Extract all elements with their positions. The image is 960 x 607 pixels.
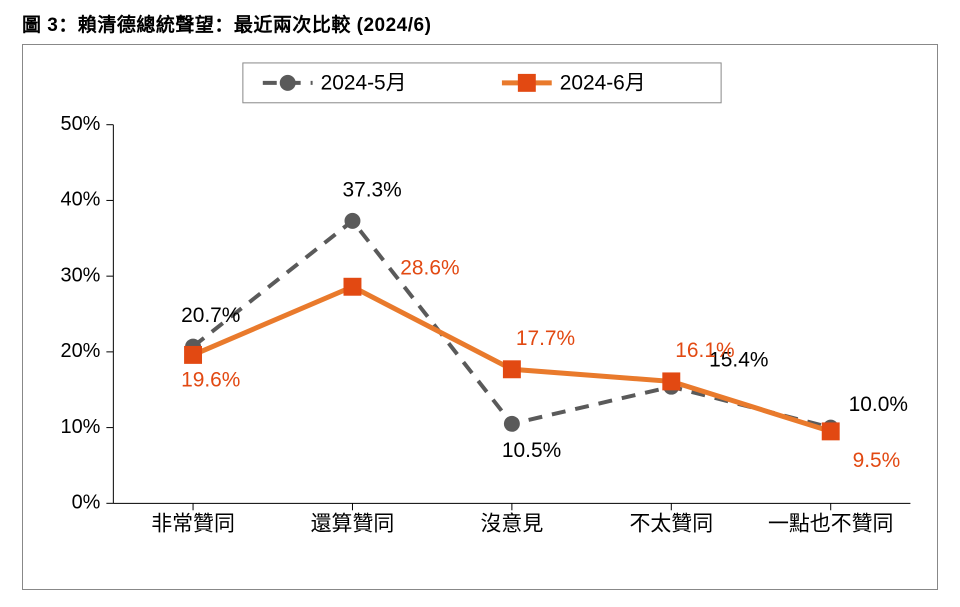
chart-title: 圖 3：賴清德總統聲望：最近兩次比較 (2024/6): [22, 10, 431, 37]
x-tick-label: 還算贊同: [311, 513, 395, 536]
y-tick-label: 40%: [61, 189, 101, 211]
series-marker-1: [822, 422, 840, 440]
data-label-0: 10.5%: [502, 439, 561, 462]
series-marker-1: [344, 278, 362, 296]
series-marker-1: [503, 360, 521, 378]
legend-swatch-marker: [280, 75, 296, 91]
data-label-0: 10.0%: [849, 393, 908, 416]
series-marker-1: [662, 372, 680, 390]
x-tick-label: 沒意見: [481, 513, 544, 536]
y-tick-label: 0%: [72, 492, 101, 514]
series-line-0: [193, 221, 831, 428]
y-tick-label: 20%: [61, 340, 101, 362]
data-label-1: 16.1%: [675, 339, 734, 362]
series-marker-1: [184, 346, 202, 364]
data-label-1: 17.7%: [516, 327, 575, 350]
data-label-0: 37.3%: [343, 179, 402, 202]
y-tick-label: 30%: [61, 264, 101, 286]
chart-svg: 0% 10% 20% 30% 40% 50% 非常贊同 還算贊同 沒意見 不太贊同 一點也不贊同 20…: [23, 45, 937, 589]
series-marker-0: [344, 213, 360, 229]
legend-swatch-marker: [518, 74, 536, 92]
data-label-1: 19.6%: [181, 368, 240, 391]
x-tick-label: 一點也不贊同: [768, 513, 893, 536]
y-tick-label: 10%: [61, 416, 101, 438]
data-label-0: 20.7%: [181, 304, 240, 327]
series-marker-0: [504, 416, 520, 432]
x-tick-label: 不太贊同: [629, 513, 713, 536]
data-label-1: 9.5%: [853, 449, 901, 472]
legend-box: [243, 63, 721, 103]
legend-label: 2024-5月: [321, 71, 407, 94]
legend-label: 2024-6月: [560, 71, 646, 94]
data-label-1: 28.6%: [400, 256, 459, 279]
y-tick-label: 50%: [61, 113, 101, 135]
x-tick-label: 非常贊同: [151, 513, 235, 536]
chart-frame: 0% 10% 20% 30% 40% 50% 非常贊同 還算贊同 沒意見 不太贊同 一點也不贊同 20…: [22, 44, 938, 590]
